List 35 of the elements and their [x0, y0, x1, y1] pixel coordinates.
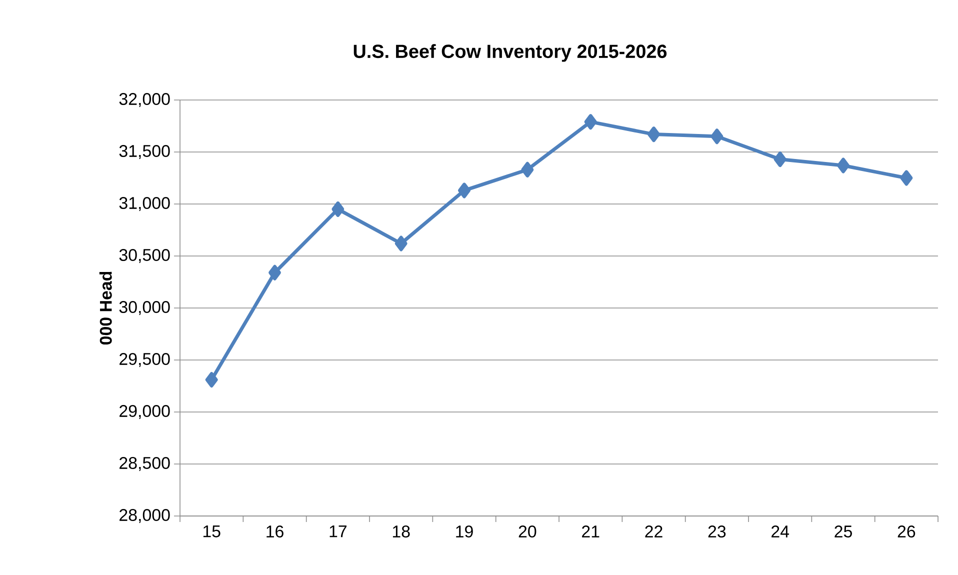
y-tick-label: 30,000: [119, 300, 170, 315]
point: [394, 236, 408, 252]
x-tick-label: 25: [834, 526, 852, 538]
y-tick-label: 28,500: [120, 456, 170, 471]
x-tick-label: 17: [330, 526, 346, 538]
point: [458, 182, 471, 198]
point: [205, 372, 218, 388]
x-tick-label: 21: [582, 526, 600, 538]
x-tick-label: 23: [708, 526, 726, 538]
x-tick-label: 19: [456, 526, 473, 538]
x-tick-label: 24: [772, 526, 790, 538]
x-tick-label: 22: [645, 526, 662, 538]
point: [268, 264, 282, 280]
x-tick-label: 26: [898, 526, 916, 538]
y-tick-label: 31,500: [119, 144, 170, 159]
point: [648, 126, 660, 142]
point: [774, 152, 786, 168]
y-tick-label: 30,500: [119, 248, 170, 263]
x-tick-label: 16: [266, 526, 284, 538]
y-tick-label: 31,000: [119, 196, 170, 211]
point: [332, 201, 344, 217]
point: [521, 162, 534, 178]
x-tick-label: 20: [518, 526, 536, 538]
chart-title: U.S. Beef Cow Inventory 2015-2026: [354, 44, 667, 62]
y-axis-title: 000 Head: [99, 272, 112, 344]
x-tick-label: 18: [392, 526, 410, 538]
y-tick-label: 32,000: [119, 92, 170, 107]
point: [837, 158, 850, 174]
y-tick-label: 29,000: [120, 404, 170, 419]
y-tick-label: 29,500: [120, 352, 170, 367]
x-tick-label: 15: [203, 526, 220, 538]
point: [710, 128, 724, 144]
point: [900, 170, 913, 186]
point: [584, 114, 597, 130]
y-tick-label: 28,000: [120, 508, 170, 523]
